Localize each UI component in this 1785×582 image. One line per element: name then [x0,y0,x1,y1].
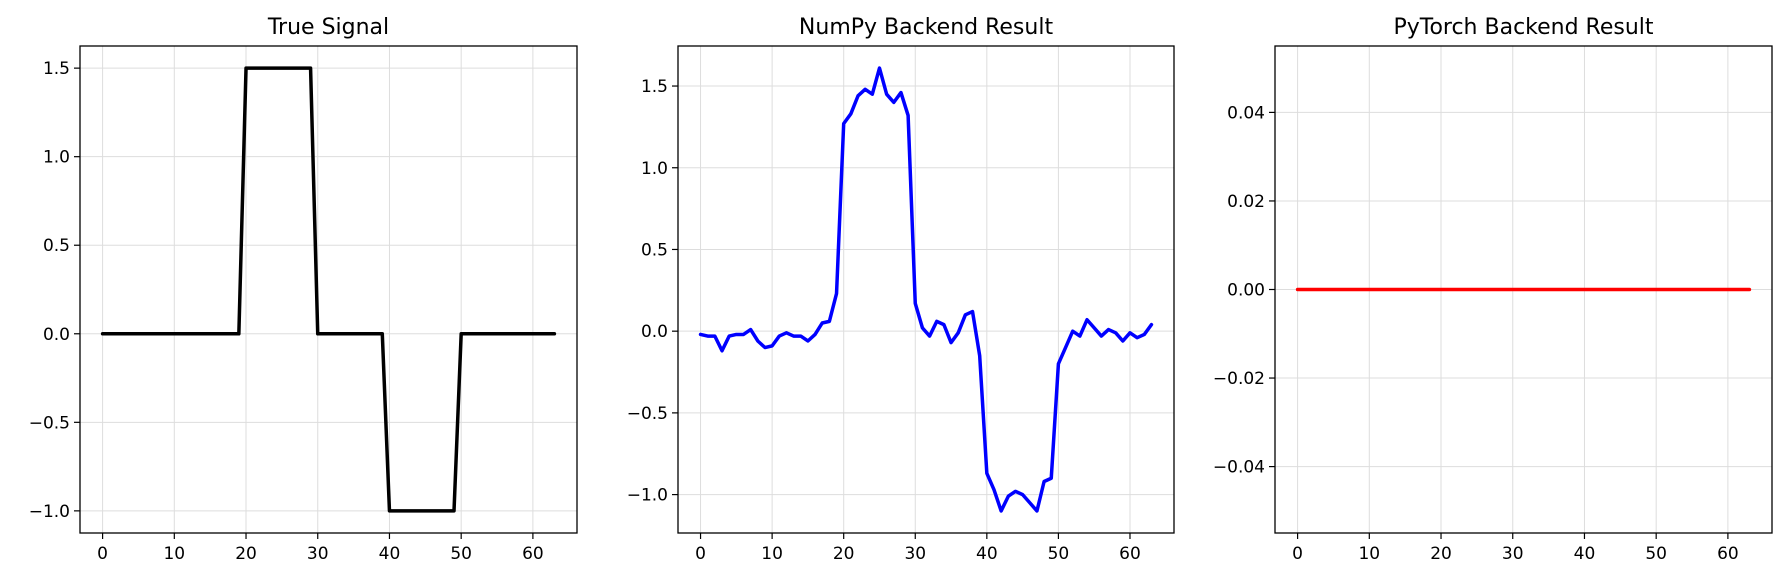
y-tick-label: 0.04 [1227,103,1265,123]
x-tick-label: 20 [833,544,855,564]
y-tick-label: 0.5 [641,240,668,260]
x-tick-label: 60 [1119,544,1141,564]
x-tick-label: 0 [1292,544,1303,564]
x-tick-label: 50 [1048,544,1070,564]
panel-pytorch-result: PyTorch Backend Result 0 10 20 30 40 50 60 −0.0… [1213,15,1773,564]
y-tick-label: −0.5 [627,404,668,424]
y-tick-label: −0.02 [1213,369,1265,389]
x-tick-label: 40 [379,544,401,564]
y-tick-label: −1.0 [29,502,70,522]
y-tick-label: 1.5 [641,77,668,97]
x-tick-label: 30 [307,544,329,564]
x-tick-label: 10 [1358,544,1380,564]
panel-numpy-result: NumPy Backend Result 0 10 20 30 40 50 60 −1.0 −0… [627,15,1175,564]
y-tick-label: −0.5 [29,413,70,433]
y-tick-label: 0.02 [1227,192,1265,212]
y-tick-label: 0.00 [1227,281,1265,301]
x-tick-label: 60 [522,544,544,564]
chart-title: True Signal [267,15,389,40]
y-tick-label: −1.0 [627,486,668,506]
x-tick-label: 10 [761,544,783,564]
y-tick-label: −0.04 [1213,458,1265,478]
x-tick-label: 0 [695,544,706,564]
panel-true-signal: True Signal 0 10 20 30 40 50 60 −1.0 −0.5 0.0 0.5 1… [29,15,578,564]
y-tick-label: 0.5 [43,236,70,256]
axes-frame [677,45,1175,534]
axes-frame [79,45,578,534]
x-tick-label: 10 [163,544,185,564]
x-tick-label: 40 [1574,544,1596,564]
x-tick-label: 50 [450,544,472,564]
series-line [698,66,1154,513]
y-tick-label: 1.0 [641,159,668,179]
y-tick-label: 0.0 [43,325,70,345]
x-tick-label: 60 [1717,544,1739,564]
x-tick-label: 20 [235,544,257,564]
x-tick-label: 50 [1645,544,1667,564]
y-tick-label: 1.0 [43,148,70,168]
x-tick-label: 0 [97,544,108,564]
y-tick-label: 0.0 [641,322,668,342]
x-tick-label: 30 [1502,544,1524,564]
series-line [100,66,557,513]
chart-title: NumPy Backend Result [799,15,1054,40]
chart-title: PyTorch Backend Result [1393,15,1653,40]
x-tick-label: 30 [904,544,926,564]
x-tick-label: 20 [1430,544,1452,564]
y-tick-label: 1.5 [43,59,70,79]
x-tick-label: 40 [976,544,998,564]
